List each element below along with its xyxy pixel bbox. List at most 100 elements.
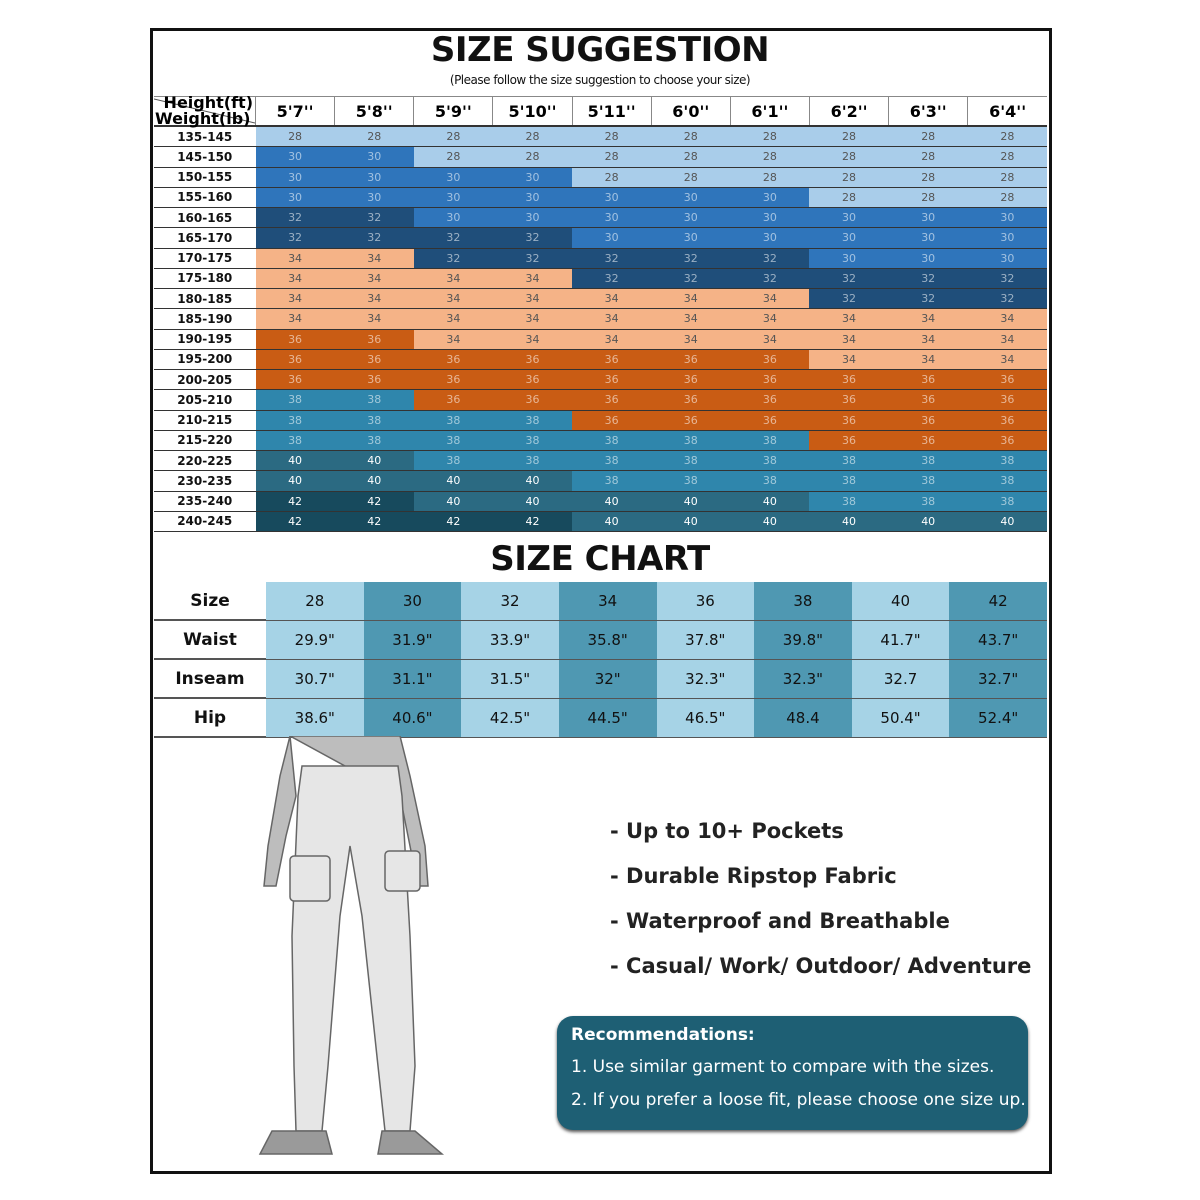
table-row: 180-185 34 34 34 34 34 34 34 32 32 32 xyxy=(154,288,1047,310)
table-row: 170-175 34 34 32 32 32 32 32 30 30 30 xyxy=(154,248,1047,269)
height-header: 6'1'' xyxy=(729,96,810,127)
size-cell: 36 xyxy=(492,349,573,371)
chart-row: Inseam 30.7" 31.1" 31.5" 32" 32.3" 32.3" 32.7 32… xyxy=(154,659,1047,699)
size-cell: 32 xyxy=(255,207,335,229)
size-cell: 38 xyxy=(255,410,335,431)
feature-item: - Up to 10+ Pockets xyxy=(610,819,844,843)
size-cell: 30 xyxy=(334,167,414,188)
corner-weight-label: Weight(lb) xyxy=(155,109,251,128)
table-row: 145-150 30 30 28 28 28 28 28 28 28 28 xyxy=(154,146,1047,168)
height-header: 6'2'' xyxy=(808,96,889,127)
weight-range: 220-225 xyxy=(154,450,256,472)
size-cell: 34 xyxy=(255,248,335,269)
size-cell: 34 xyxy=(572,329,652,350)
size-cell: 36 xyxy=(255,369,335,391)
size-cell: 34 xyxy=(492,308,573,330)
size-cell: 32 xyxy=(967,268,1047,290)
weight-range: 165-170 xyxy=(154,227,256,249)
size-cell: 30 xyxy=(572,187,652,209)
chart-cell: 40.6" xyxy=(363,698,462,738)
chart-row: Size 28 30 32 34 36 38 40 42 xyxy=(154,582,1047,621)
size-cell: 34 xyxy=(651,329,731,350)
size-cell: 36 xyxy=(730,410,810,431)
size-cell: 38 xyxy=(809,450,889,472)
size-cell: 28 xyxy=(413,146,493,168)
table-row: 165-170 32 32 32 32 30 30 30 30 30 30 xyxy=(154,227,1047,249)
height-header: 5'11'' xyxy=(571,96,652,127)
size-cell: 34 xyxy=(492,268,573,290)
weight-range: 145-150 xyxy=(154,146,256,168)
size-cell: 28 xyxy=(651,126,731,148)
size-cell: 34 xyxy=(334,288,414,310)
size-cell: 28 xyxy=(492,146,573,168)
size-cell: 36 xyxy=(255,349,335,371)
chart-row-label: Waist xyxy=(154,620,266,660)
size-cell: 36 xyxy=(334,329,414,350)
size-cell: 40 xyxy=(492,470,573,492)
size-cell: 42 xyxy=(334,511,414,533)
table-row: 210-215 38 38 38 38 36 36 36 36 36 36 xyxy=(154,410,1047,431)
weight-range: 205-210 xyxy=(154,389,256,411)
size-cell: 32 xyxy=(492,248,573,269)
size-cell: 36 xyxy=(572,349,652,371)
size-cell: 28 xyxy=(888,146,968,168)
size-cell: 40 xyxy=(730,491,810,512)
size-cell: 36 xyxy=(492,389,573,411)
size-cell: 34 xyxy=(809,349,889,371)
size-cell: 28 xyxy=(809,167,889,188)
size-cell: 40 xyxy=(413,470,493,492)
size-cell: 42 xyxy=(255,491,335,512)
size-cell: 36 xyxy=(888,389,968,411)
size-cell: 36 xyxy=(809,389,889,411)
chart-cell: 35.8" xyxy=(558,620,657,660)
size-cell: 34 xyxy=(967,329,1047,350)
size-cell: 40 xyxy=(255,470,335,492)
size-cell: 30 xyxy=(651,207,731,229)
size-cell: 36 xyxy=(809,430,889,452)
size-cell: 38 xyxy=(809,491,889,512)
size-cell: 32 xyxy=(492,227,573,249)
size-cell: 30 xyxy=(967,207,1047,229)
chart-cell: 38 xyxy=(754,582,852,621)
size-chart-title: SIZE CHART xyxy=(490,539,710,579)
chart-cell: 43.7" xyxy=(949,620,1047,660)
corner-height-label: Height(ft) xyxy=(163,93,253,112)
size-cell: 34 xyxy=(888,349,968,371)
size-cell: 28 xyxy=(651,167,731,188)
weight-range: 235-240 xyxy=(154,491,256,512)
chart-cell: 38.6" xyxy=(266,698,364,738)
size-cell: 34 xyxy=(413,268,493,290)
size-cell: 38 xyxy=(888,470,968,492)
size-cell: 38 xyxy=(888,491,968,512)
size-cell: 28 xyxy=(967,146,1047,168)
table-row: 230-235 40 40 40 40 38 38 38 38 38 38 xyxy=(154,470,1047,492)
size-cell: 34 xyxy=(492,329,573,350)
size-cell: 34 xyxy=(255,308,335,330)
size-cell: 30 xyxy=(809,248,889,269)
size-cell: 32 xyxy=(255,227,335,249)
size-cell: 28 xyxy=(572,146,652,168)
size-cell: 30 xyxy=(413,167,493,188)
recommendations-box: Recommendations: 1. Use similar garment … xyxy=(557,1016,1028,1130)
chart-cell: 32 xyxy=(461,582,559,621)
size-cell: 28 xyxy=(967,187,1047,209)
chart-cell: 44.5" xyxy=(558,698,657,738)
size-cell: 40 xyxy=(255,450,335,472)
chart-cell: 37.8" xyxy=(656,620,755,660)
size-cell: 32 xyxy=(651,268,731,290)
pants-model-illustration xyxy=(258,736,445,1155)
size-cell: 32 xyxy=(967,288,1047,310)
size-cell: 36 xyxy=(492,369,573,391)
size-cell: 32 xyxy=(809,288,889,310)
size-cell: 40 xyxy=(888,511,968,533)
table-row: 220-225 40 40 38 38 38 38 38 38 38 38 xyxy=(154,450,1047,472)
chart-cell: 28 xyxy=(266,582,364,621)
feature-item: - Durable Ripstop Fabric xyxy=(610,864,897,888)
weight-range: 215-220 xyxy=(154,430,256,452)
table-row: 195-200 36 36 36 36 36 36 36 34 34 34 xyxy=(154,349,1047,371)
size-cell: 38 xyxy=(334,389,414,411)
size-cell: 34 xyxy=(809,308,889,330)
size-cell: 36 xyxy=(255,329,335,350)
feature-item: - Waterproof and Breathable xyxy=(610,909,950,933)
recommendation-item: 2. If you prefer a loose fit, please cho… xyxy=(571,1090,1026,1110)
